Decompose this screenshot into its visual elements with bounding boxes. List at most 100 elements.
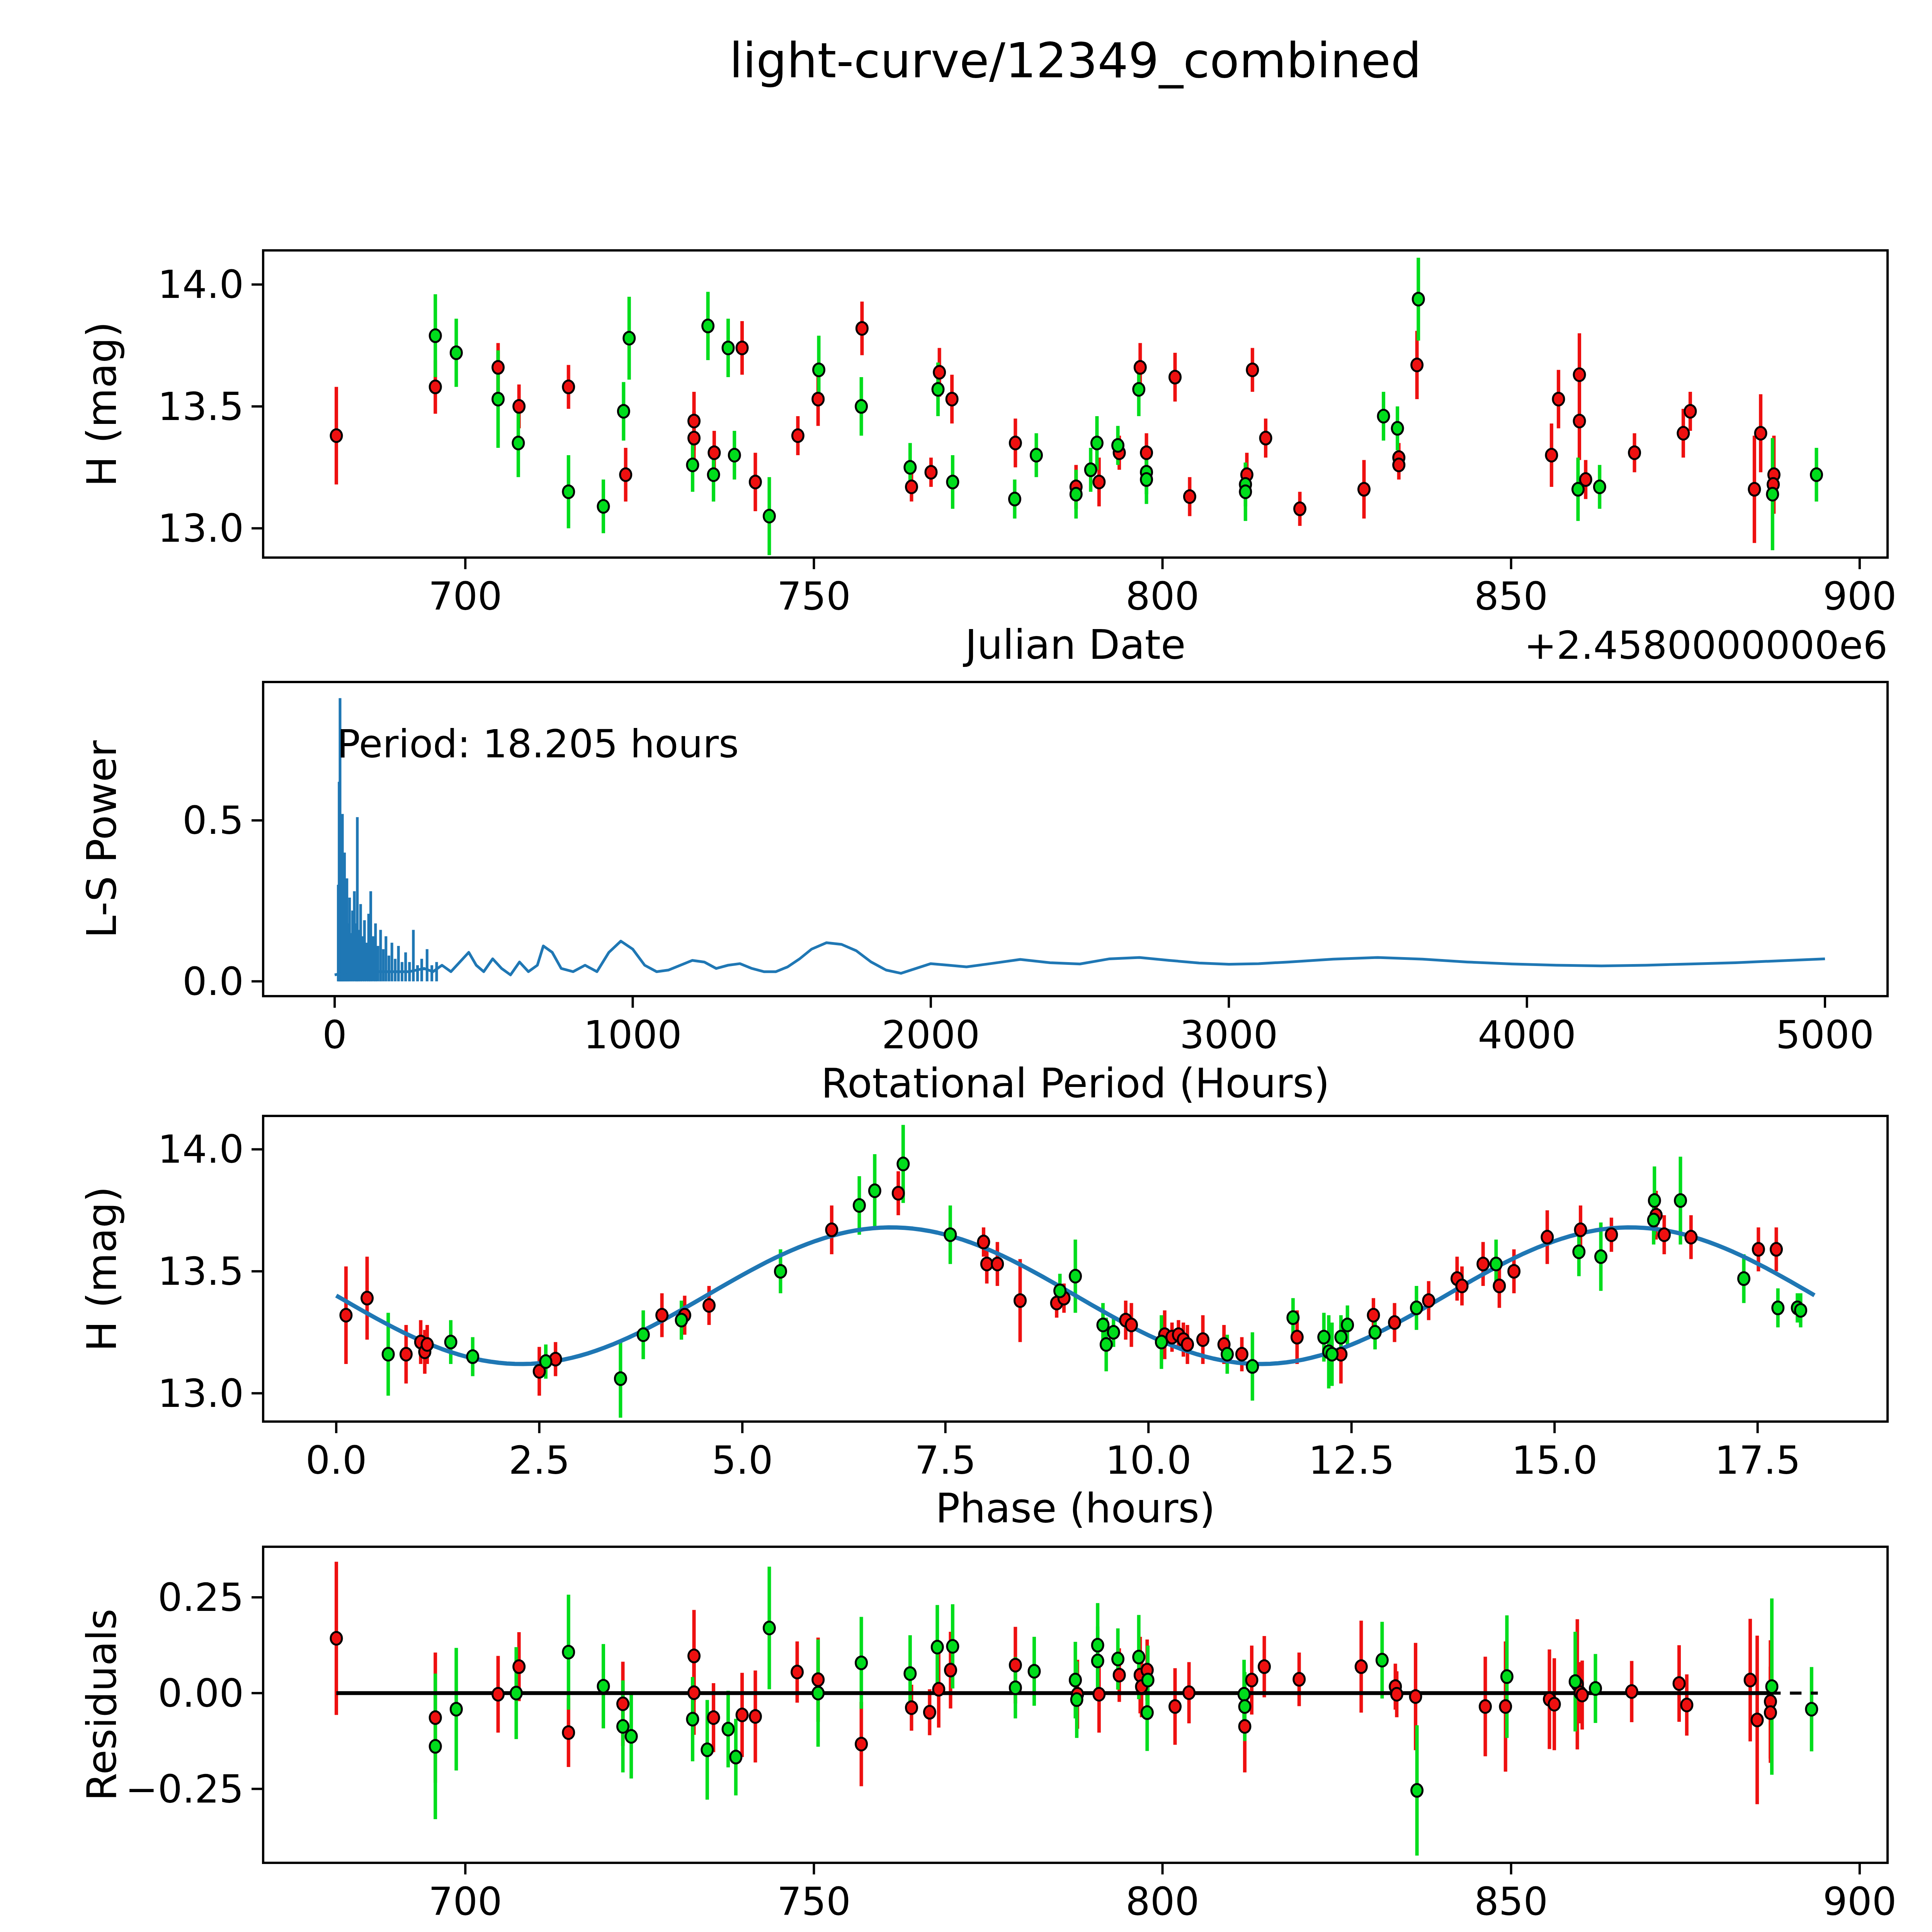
data-point	[1097, 1319, 1109, 1332]
y-tick-label: 13.5	[158, 1249, 244, 1294]
green-dataset-error-bars	[435, 1567, 1812, 1856]
data-point	[856, 1656, 867, 1669]
data-point	[1126, 1319, 1137, 1332]
data-point	[624, 332, 635, 345]
data-point	[467, 1350, 478, 1363]
data-point	[676, 1314, 687, 1327]
y-tick-label: −0.25	[126, 1767, 244, 1812]
data-point	[1010, 1659, 1021, 1672]
data-point	[1108, 1326, 1119, 1338]
data-point	[540, 1355, 551, 1368]
data-point	[1291, 1331, 1303, 1344]
data-point	[1649, 1194, 1660, 1207]
data-point	[1410, 1690, 1421, 1703]
data-point	[1239, 1720, 1250, 1733]
data-point	[1092, 1639, 1103, 1651]
data-point	[1240, 485, 1251, 498]
data-point	[1376, 1654, 1388, 1667]
periodogram-ylabel: L-S Power	[78, 740, 126, 938]
x-tick-label: 850	[1474, 574, 1548, 619]
y-tick-label: 14.0	[158, 262, 244, 307]
red-dataset-markers	[331, 322, 1779, 515]
data-point	[331, 1632, 342, 1645]
data-point	[1573, 1245, 1585, 1258]
data-point	[1393, 459, 1405, 471]
data-point	[514, 1660, 525, 1673]
data-point	[856, 400, 867, 413]
data-point	[1010, 1681, 1021, 1694]
data-point	[1685, 405, 1696, 418]
data-point	[1015, 1294, 1026, 1307]
data-point	[730, 1751, 742, 1764]
data-point	[1378, 410, 1389, 423]
periodogram-xlabel: Rotational Period (Hours)	[821, 1060, 1330, 1107]
data-point	[947, 1640, 958, 1653]
data-point	[1197, 1333, 1209, 1346]
data-point	[445, 1336, 456, 1349]
lightcurve-plot-area	[331, 258, 1822, 555]
data-point	[1392, 422, 1403, 435]
data-point	[1772, 1301, 1784, 1314]
data-point	[1480, 1700, 1491, 1713]
data-point	[1112, 1653, 1124, 1665]
x-tick-label: 4000	[1478, 1012, 1576, 1058]
data-point	[1134, 361, 1146, 374]
data-point	[826, 1223, 837, 1236]
x-tick-label: 700	[429, 574, 502, 619]
data-point	[750, 476, 761, 488]
x-tick-label: 1000	[583, 1012, 682, 1058]
data-point	[1412, 359, 1423, 371]
data-point	[510, 1687, 522, 1699]
x-tick-label: 2000	[882, 1012, 980, 1058]
data-point	[1342, 1319, 1353, 1332]
lightcurve-xlabel: Julian Date	[963, 621, 1185, 668]
data-point	[430, 381, 441, 393]
data-point	[1570, 1675, 1581, 1688]
data-point	[723, 1723, 734, 1735]
data-point	[764, 1622, 775, 1634]
data-point	[933, 1683, 944, 1696]
data-point	[1092, 1655, 1103, 1667]
data-point	[620, 468, 631, 481]
y-tick-label: 14.0	[158, 1127, 244, 1172]
data-point	[1658, 1228, 1670, 1241]
x-tick-label: 15.0	[1512, 1438, 1598, 1483]
data-point	[932, 1641, 943, 1653]
data-point	[1070, 1674, 1081, 1687]
data-point	[615, 1372, 626, 1385]
data-point	[1358, 483, 1369, 496]
subplot-residuals: 7007508008509000.250.00−0.25	[126, 1547, 1897, 1924]
figure-title: light-curve/12349_combined	[729, 32, 1421, 88]
data-point	[1673, 1677, 1685, 1690]
data-point	[430, 329, 441, 342]
x-tick-label: 800	[1126, 1879, 1199, 1924]
data-point	[1091, 437, 1102, 449]
data-point	[422, 1338, 433, 1351]
data-point	[1389, 1316, 1400, 1329]
data-point	[1765, 1706, 1776, 1719]
data-point	[775, 1265, 786, 1278]
data-point	[1766, 1680, 1777, 1693]
x-tick-label: 2.5	[509, 1438, 570, 1483]
data-point	[430, 1740, 441, 1753]
data-point	[1239, 1700, 1250, 1713]
data-point	[493, 1688, 504, 1701]
data-point	[1170, 1700, 1181, 1713]
x-tick-label: 17.5	[1714, 1438, 1801, 1483]
data-point	[925, 466, 937, 479]
data-point	[563, 485, 574, 498]
data-point	[689, 432, 700, 444]
phased-plot-area	[336, 1125, 1815, 1418]
data-point	[934, 366, 945, 379]
data-point	[1100, 1338, 1112, 1351]
data-point	[792, 429, 803, 442]
data-point	[1811, 468, 1822, 481]
data-point	[1009, 493, 1020, 505]
data-point	[723, 342, 734, 354]
data-point	[1260, 432, 1271, 444]
data-point	[1031, 449, 1042, 462]
data-point	[1648, 1214, 1659, 1226]
data-point	[687, 459, 698, 471]
data-point	[1738, 1272, 1749, 1285]
x-tick-label: 900	[1823, 574, 1896, 619]
